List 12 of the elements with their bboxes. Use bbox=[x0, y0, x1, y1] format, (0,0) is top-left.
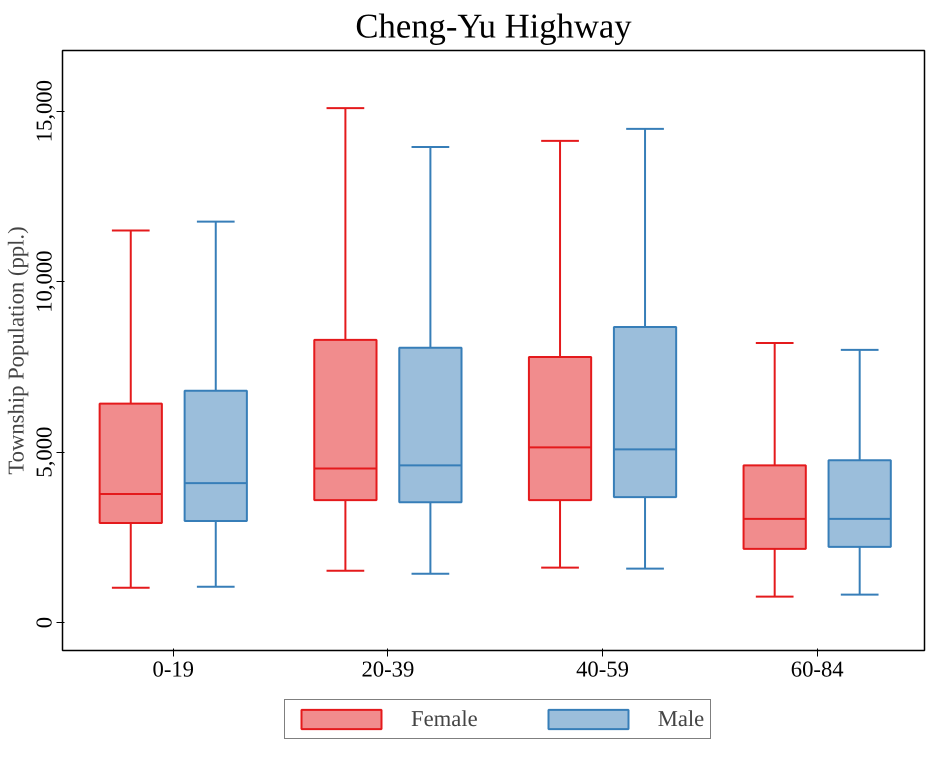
y-tick-label: 15,000 bbox=[32, 80, 56, 142]
x-tick-label: 0-19 bbox=[152, 656, 194, 682]
y-tick-label: 0 bbox=[32, 616, 56, 628]
y-tick-label: 5,000 bbox=[32, 426, 56, 478]
y-axis-title: Township Population (ppl.) bbox=[4, 226, 28, 475]
legend-label: Female bbox=[411, 706, 478, 732]
chart-title: Cheng-Yu Highway bbox=[355, 8, 632, 46]
x-tick-label: 20-39 bbox=[361, 656, 414, 682]
x-tick-label: 40-59 bbox=[576, 656, 629, 682]
x-tick-label: 60-84 bbox=[790, 656, 844, 682]
y-tick-label: 10,000 bbox=[32, 250, 56, 313]
legend-label: Male bbox=[658, 706, 704, 732]
